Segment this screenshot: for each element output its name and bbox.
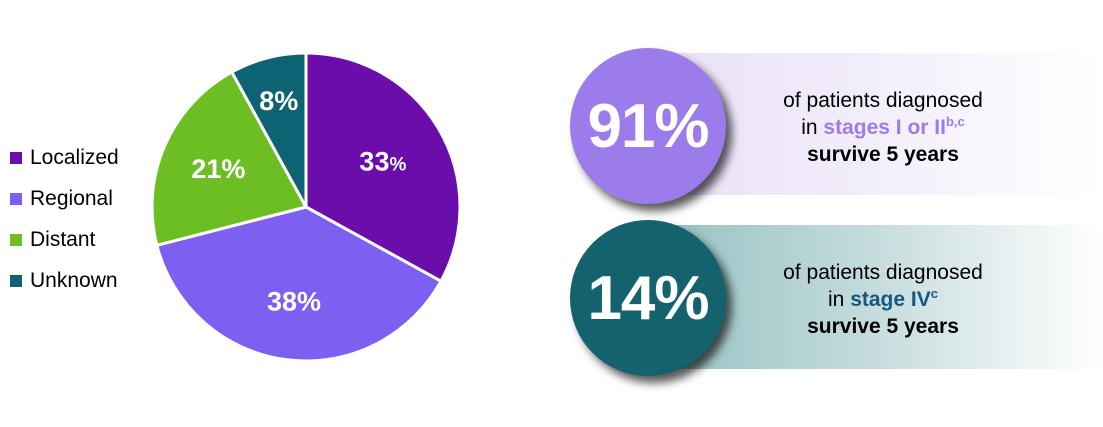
stat-text-early-stage: of patients diagnosed in stages I or IIb…: [733, 87, 1033, 168]
stat-circle-stage-iv: 14%: [570, 220, 726, 376]
stat-line2: in stage IVc: [828, 286, 938, 311]
stat-line1: of patients diagnosed: [783, 261, 983, 284]
pie-slice-localized: [304, 51, 462, 283]
legend-label-unknown: Unknown: [30, 268, 118, 292]
stat-value-early-stage: 91%: [587, 91, 709, 161]
pie-label-regional: 38%: [267, 287, 321, 317]
legend-label-localized: Localized: [30, 145, 119, 169]
pie-label-distant: 21%: [191, 154, 245, 184]
pie-label-unknown: 8%: [259, 86, 298, 116]
stat-circle-early-stage: 91%: [570, 48, 726, 204]
legend-label-regional: Regional: [30, 186, 113, 210]
pie-label-localized: 33%: [359, 147, 406, 177]
stat-line1: of patients diagnosed: [783, 89, 983, 112]
pie-chart: 33% 38% 21% 8%: [150, 51, 462, 363]
stat-text-stage-iv: of patients diagnosed in stage IVc survi…: [733, 259, 1033, 340]
legend-swatch-distant: [10, 233, 22, 246]
stat-line3: survive 5 years: [807, 143, 959, 166]
footnote-marker: c: [930, 286, 938, 301]
legend-swatch-regional: [10, 192, 22, 205]
footnote-marker: b,c: [945, 114, 965, 129]
stat-line3: survive 5 years: [807, 315, 959, 338]
legend-item-regional: Regional: [10, 178, 119, 219]
stage-label-early: stages I or IIb,c: [823, 114, 965, 139]
legend-label-distant: Distant: [30, 227, 96, 251]
stat-line2: in stages I or IIb,c: [801, 114, 965, 139]
pie-slice-distant: [150, 70, 308, 247]
legend-item-unknown: Unknown: [10, 260, 119, 301]
stat-value-stage-iv: 14%: [587, 263, 709, 333]
legend-item-localized: Localized: [10, 137, 119, 178]
pie-slice-unknown: [230, 51, 308, 209]
pie-legend: Localized Regional Distant Unknown: [10, 137, 119, 301]
pie-slice-regional: [155, 205, 443, 363]
stage-label-iv: stage IVc: [850, 286, 938, 311]
legend-swatch-unknown: [10, 274, 22, 287]
legend-swatch-localized: [10, 151, 22, 164]
legend-item-distant: Distant: [10, 219, 119, 260]
